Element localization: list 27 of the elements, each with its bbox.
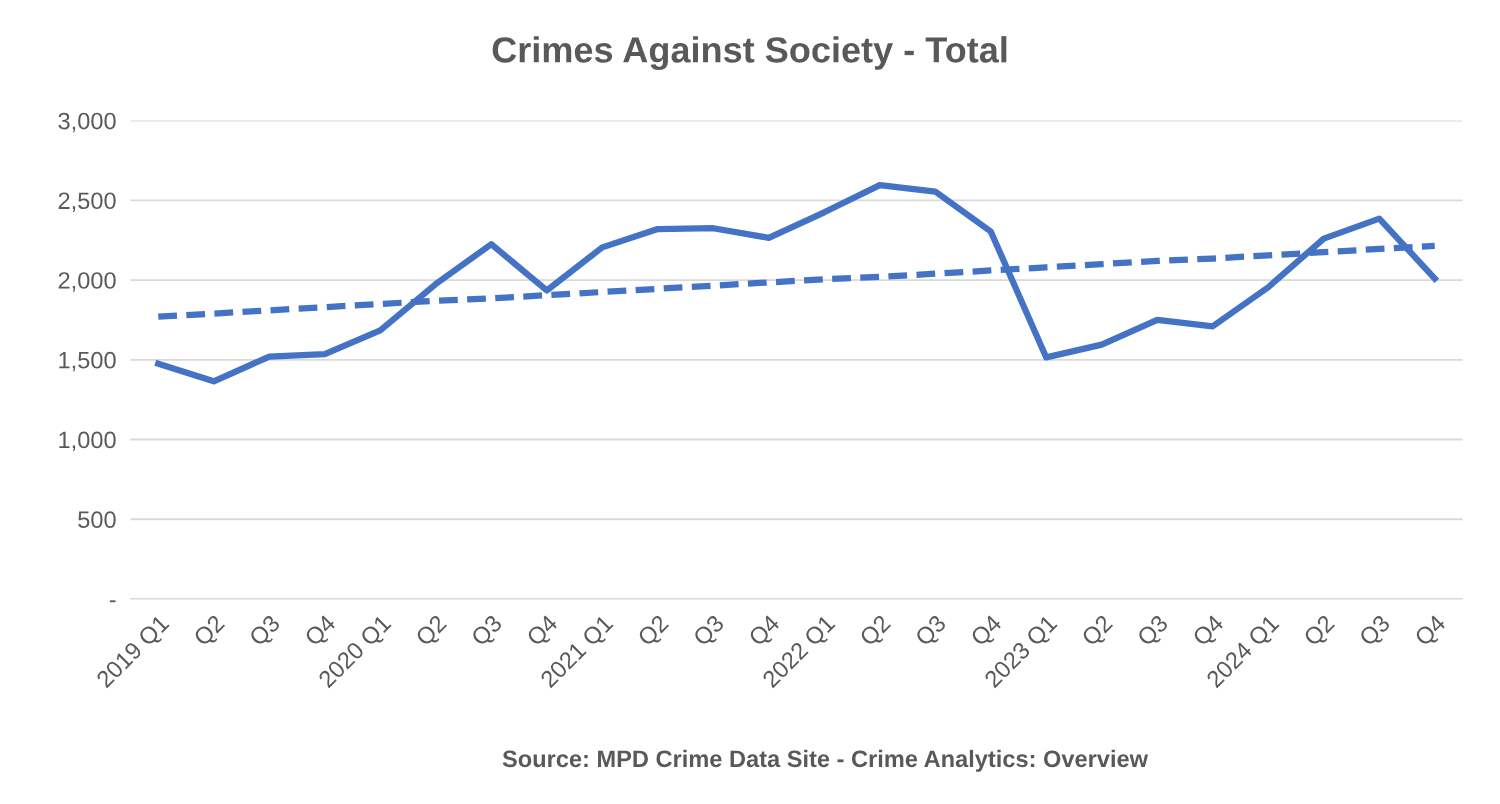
x-tick-label: Q2 (636, 614, 673, 650)
y-tick-label: 1,000 (59, 431, 116, 452)
x-tick-label: Q3 (1358, 614, 1394, 650)
x-tick-label: Q2 (414, 614, 451, 650)
y-tick-label: 2,000 (58, 272, 116, 292)
x-tick-label: Q2 (1080, 614, 1117, 650)
y-tick-label: - (109, 600, 116, 603)
x-tick-label: Q2 (1302, 614, 1339, 650)
x-tick-label: Q4 (303, 613, 340, 650)
x-tick-label: Q4 (747, 613, 784, 650)
y-tick-label: 2,500 (58, 192, 116, 212)
y-tick-label: 3,000 (58, 112, 116, 133)
x-tick-label: Q2 (192, 614, 229, 650)
x-tick-label: Q2 (858, 614, 895, 650)
x-tick-label: Q4 (969, 613, 1006, 650)
chart-title: Crimes Against Society - Total (492, 36, 1007, 70)
x-tick-label: Q4 (1413, 613, 1450, 650)
x-tick-label: Q3 (248, 614, 284, 650)
source-note: Source: MPD Crime Data Site - Crime Analytics: Overview (502, 749, 1149, 772)
x-tick-label: Q3 (914, 614, 950, 650)
x-tick-label: Q3 (1136, 614, 1172, 650)
x-tick-label: Q4 (1191, 613, 1228, 650)
x-tick-label: Q4 (525, 613, 562, 650)
y-tick-label: 1,500 (59, 351, 116, 372)
y-tick-label: 500 (78, 511, 116, 529)
x-tick-label: Q3 (692, 614, 728, 650)
x-tick-label: Q3 (470, 614, 506, 650)
